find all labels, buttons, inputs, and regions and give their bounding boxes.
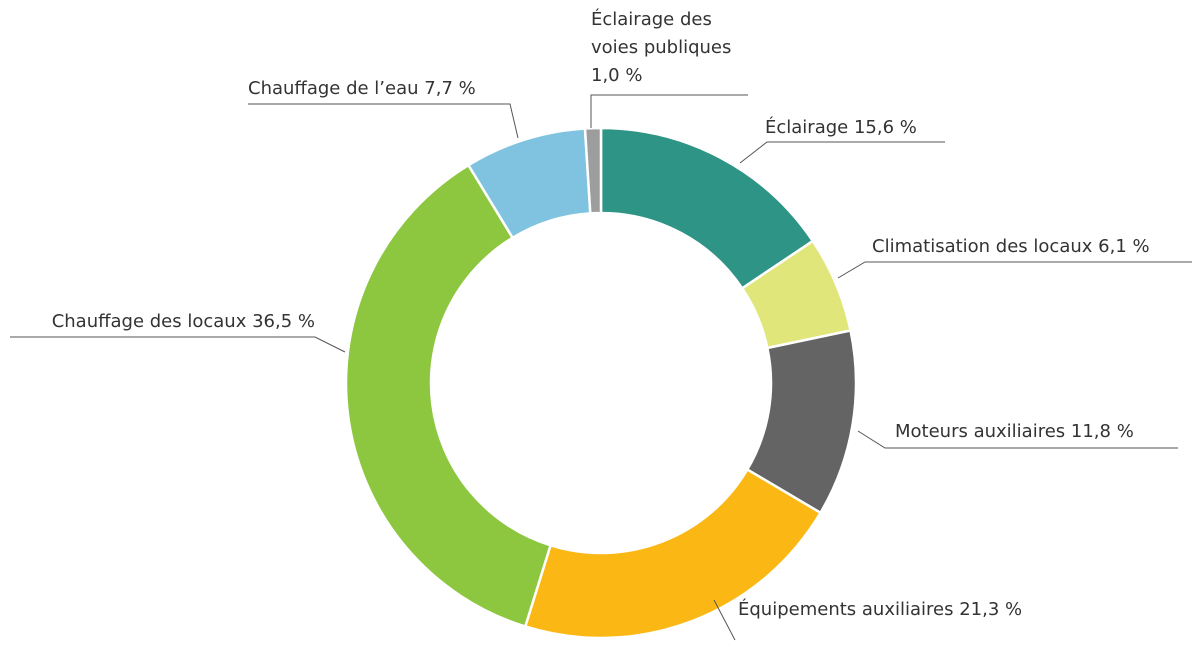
slice-name: Chauffage des locaux bbox=[51, 311, 247, 332]
slice-label: Chauffage de l’eau 7,7 % bbox=[248, 75, 476, 103]
slice-label: Éclairage 15,6 % bbox=[765, 114, 917, 142]
slice-label: Climatisation des locaux 6,1 % bbox=[872, 233, 1150, 261]
slice-value: 1,0 % bbox=[591, 65, 643, 86]
slice-name: Éclairage bbox=[765, 117, 849, 138]
leader-line bbox=[713, 599, 736, 641]
leader-line bbox=[857, 430, 1178, 449]
slice-label: Équipements auxiliaires 21,3 % bbox=[738, 596, 1022, 624]
slice-name: Climatisation des locaux bbox=[872, 236, 1093, 257]
donut-slice bbox=[523, 467, 823, 640]
slice-name: Éclairage des voies publiques bbox=[591, 9, 732, 58]
slice-name: Chauffage de l’eau bbox=[248, 78, 419, 99]
leader-line bbox=[739, 141, 945, 164]
leader-line bbox=[590, 94, 748, 128]
slice-value: 15,6 % bbox=[853, 117, 917, 138]
leader-line bbox=[248, 103, 519, 139]
slice-value: 11,8 % bbox=[1070, 421, 1134, 442]
slice-name: Équipements auxiliaires bbox=[738, 599, 954, 620]
slice-name: Moteurs auxiliaires bbox=[895, 421, 1066, 442]
leader-line bbox=[837, 261, 1192, 279]
slice-label: Moteurs auxiliaires 11,8 % bbox=[895, 418, 1134, 446]
slice-value: 7,7 % bbox=[424, 78, 476, 99]
slice-label: Chauffage des locaux 36,5 % bbox=[52, 308, 315, 336]
donut-slice bbox=[344, 163, 553, 629]
donut-slice bbox=[583, 126, 603, 215]
leader-line bbox=[10, 336, 346, 353]
slice-value: 21,3 % bbox=[959, 599, 1023, 620]
slice-value: 36,5 % bbox=[252, 311, 315, 332]
slice-label: Éclairage des voies publiques 1,0 % bbox=[591, 6, 751, 90]
slice-value: 6,1 % bbox=[1098, 236, 1150, 257]
